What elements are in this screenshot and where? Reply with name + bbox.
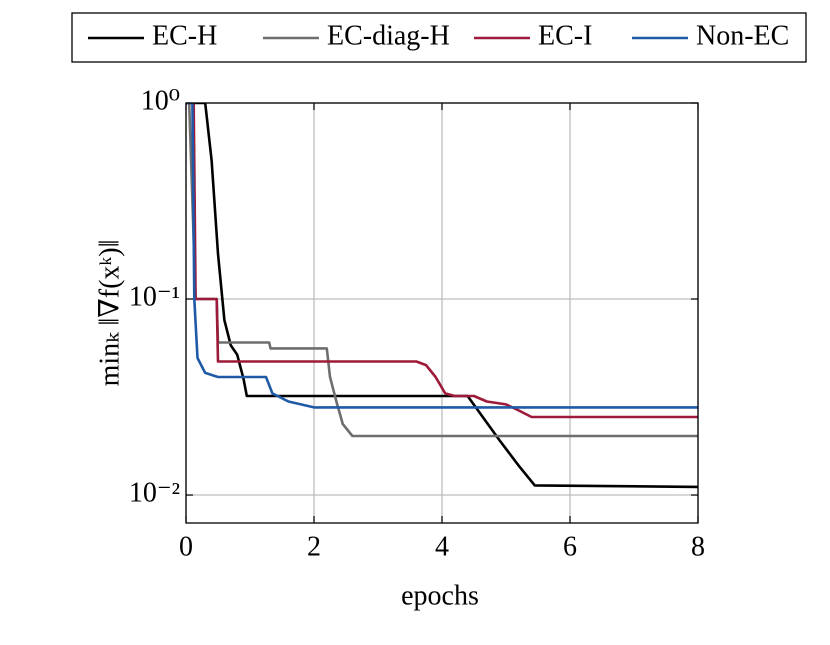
x-tick-label: 8 bbox=[691, 531, 705, 562]
y-tick-label: 10⁰ bbox=[141, 85, 180, 116]
x-axis-label: epochs bbox=[401, 580, 479, 611]
legend-label: EC-H bbox=[152, 20, 217, 51]
x-tick-label: 4 bbox=[435, 531, 449, 562]
x-tick-label: 6 bbox=[563, 531, 577, 562]
y-axis-label: minₖ ‖∇f(xᵏ)‖ bbox=[94, 240, 125, 387]
legend-label: EC-I bbox=[538, 20, 592, 51]
x-tick-label: 2 bbox=[307, 531, 321, 562]
y-tick-label: 10⁻² bbox=[129, 477, 180, 508]
legend-label: Non-EC bbox=[696, 20, 789, 51]
legend-label: EC-diag-H bbox=[327, 20, 450, 51]
x-tick-label: 0 bbox=[179, 531, 193, 562]
plot-frame bbox=[185, 102, 699, 524]
legend-box bbox=[71, 12, 807, 63]
data-line bbox=[186, 103, 698, 409]
data-line bbox=[186, 103, 698, 489]
y-tick-label: 10⁻¹ bbox=[129, 281, 180, 312]
